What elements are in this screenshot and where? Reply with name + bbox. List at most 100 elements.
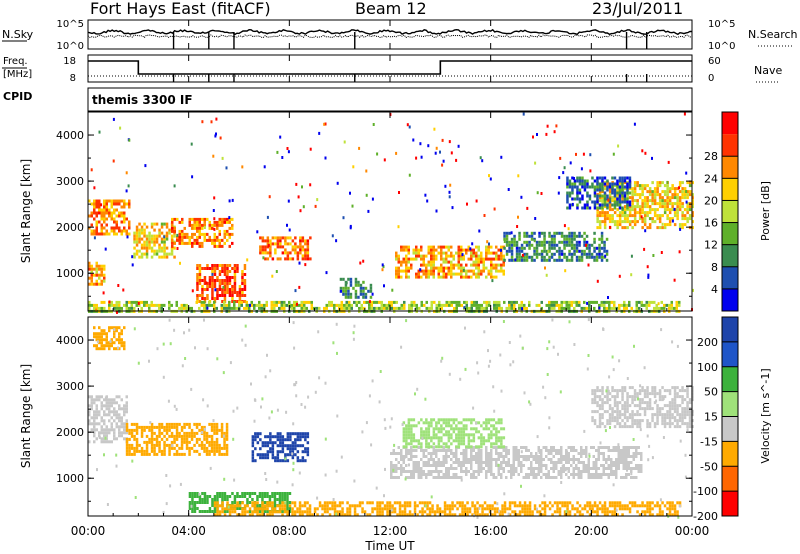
heatmap-cell [284, 459, 287, 463]
heatmap-scatter-cell [395, 151, 398, 155]
heatmap-cell [640, 455, 643, 458]
heatmap-cell [607, 464, 610, 467]
heatmap-cell [673, 510, 677, 514]
heatmap-cell [608, 197, 612, 201]
heatmap-cell [477, 260, 480, 264]
heatmap-cell [213, 300, 216, 304]
heatmap-cell [294, 236, 297, 240]
heatmap-cell [540, 243, 544, 247]
heatmap-cell [264, 435, 267, 439]
heatmap-cell [279, 257, 282, 261]
heatmap-cell [405, 452, 408, 455]
heatmap-cell [276, 236, 280, 240]
heatmap-cell [688, 205, 692, 209]
heatmap-cell [407, 245, 410, 249]
heatmap-cell [281, 492, 284, 495]
heatmap-cell [583, 243, 586, 247]
heatmap-scatter-cell [564, 269, 567, 273]
heatmap-scatter-cell [309, 147, 312, 151]
heatmap-cell [103, 202, 106, 206]
heatmap-cell [345, 300, 348, 304]
heatmap-cell [263, 303, 266, 307]
heatmap-cell [163, 449, 166, 453]
heatmap-cell [641, 211, 644, 215]
heatmap-cell [211, 294, 214, 297]
heatmap-cell [600, 258, 604, 262]
heatmap-cell [575, 458, 578, 461]
heatmap-cell [289, 438, 292, 442]
heatmap-cell [88, 226, 91, 230]
heatmap-cell [270, 306, 273, 310]
heatmap-cell [213, 244, 216, 248]
heatmap-scatter-cell [287, 199, 290, 203]
heatmap-cell [118, 404, 121, 408]
heatmap-cell [508, 300, 511, 304]
heatmap-cell [641, 199, 644, 203]
heatmap-cell [607, 473, 610, 476]
heatmap-cell [653, 187, 657, 191]
heatmap-cell [497, 467, 500, 470]
heatmap-cell [306, 251, 310, 255]
heatmap-cell [328, 300, 331, 304]
heatmap-cell [635, 449, 638, 452]
heatmap-cell [211, 223, 214, 227]
heatmap-cell [110, 344, 113, 348]
heatmap-cell [475, 245, 478, 249]
heatmap-cell [617, 461, 620, 464]
heatmap-cell [558, 249, 561, 253]
heatmap-cell [188, 431, 191, 435]
heatmap-cell [620, 458, 623, 461]
heatmap-cell [572, 449, 575, 452]
heatmap-cell [578, 258, 581, 262]
heatmap-cell [401, 504, 404, 508]
heatmap-cell [595, 473, 598, 476]
heatmap-cell [453, 513, 457, 517]
heatmap-cell [395, 452, 398, 455]
heatmap-scatter-cell [562, 171, 565, 175]
heatmap-cell [271, 242, 275, 246]
heatmap-cell [397, 260, 400, 264]
heatmap-cell [600, 300, 603, 304]
heatmap-cell [113, 398, 116, 402]
heatmap-cell [483, 306, 486, 310]
heatmap-cell [115, 223, 118, 227]
heatmap-cell [241, 282, 244, 285]
heatmap-cell [637, 452, 640, 455]
heatmap-cell [605, 249, 609, 253]
heatmap-cell [291, 510, 294, 514]
heatmap-cell [140, 452, 144, 456]
heatmap-cell [493, 510, 497, 514]
heatmap-cell [241, 513, 244, 517]
heatmap-cell [225, 425, 229, 429]
heatmap-cell [181, 229, 184, 233]
heatmap-cell [243, 507, 247, 511]
heatmap-scatter-cell [683, 112, 686, 116]
heatmap-cell [535, 476, 538, 479]
heatmap-cell [279, 459, 282, 463]
heatmap-cell [113, 306, 116, 310]
heatmap-cell [475, 260, 478, 264]
heatmap-cell [417, 272, 420, 276]
heatmap-cell [538, 510, 542, 514]
heatmap-cell [276, 492, 279, 495]
heatmap-cell [461, 510, 464, 514]
heatmap-cell [120, 431, 123, 435]
heatmap-cell [289, 453, 292, 457]
heatmap-cell [475, 458, 478, 461]
noise-left-label: N.Sky [2, 28, 34, 41]
heatmap-cell [420, 449, 423, 452]
heatmap-cell [473, 510, 477, 514]
heatmap-cell [395, 458, 398, 461]
heatmap-cell [425, 272, 428, 276]
heatmap-cell [113, 303, 116, 307]
heatmap-cell [598, 226, 602, 230]
heatmap-cell [447, 254, 450, 258]
heatmap-cell [588, 252, 591, 256]
heatmap-cell [513, 501, 517, 505]
heatmap-cell [105, 434, 108, 438]
heatmap-cell [513, 504, 517, 508]
heatmap-cell [201, 223, 204, 227]
heatmap-cell [216, 513, 219, 517]
heatmap-cell [452, 266, 455, 270]
heatmap-cell [223, 235, 226, 239]
